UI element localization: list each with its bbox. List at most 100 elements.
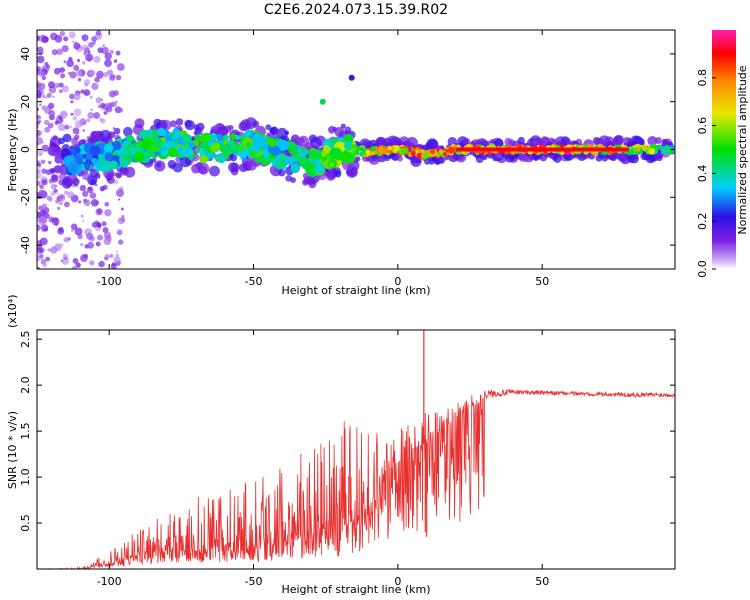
ridge-blob	[217, 154, 227, 164]
band-blob	[94, 173, 101, 180]
noise-blob	[89, 260, 95, 266]
ridge-blob	[104, 152, 113, 161]
noise-blob	[104, 202, 110, 207]
noise-blob	[73, 108, 82, 117]
ridge-blob	[85, 153, 94, 161]
band-blob	[492, 156, 498, 162]
noise-blob	[93, 112, 100, 119]
band-blob	[328, 126, 336, 134]
noise-blob	[82, 190, 89, 197]
band-blob	[630, 154, 639, 164]
band-blob	[645, 153, 656, 164]
ridge-line	[455, 147, 629, 152]
ridge-blob	[133, 151, 145, 163]
ridge-blob	[269, 140, 277, 147]
noise-blob	[91, 36, 97, 42]
ridge-blob	[629, 149, 635, 155]
noise-blob	[37, 266, 41, 269]
band-blob	[52, 174, 59, 181]
colorbar: 0.0 0.2 0.4 0.6 0.8 Normalized spectral ampl…	[696, 30, 749, 278]
noise-blob	[48, 110, 56, 117]
ridge-blob	[119, 158, 129, 168]
band-blob	[504, 137, 513, 146]
noise-blob	[90, 108, 93, 111]
noise-blob	[41, 168, 47, 174]
ridge-blob	[570, 150, 574, 155]
ridge-blob	[365, 149, 371, 156]
ridge-blob	[229, 144, 240, 154]
noise-blob	[37, 171, 42, 179]
noise-blob	[59, 110, 68, 119]
noise-blob	[102, 44, 105, 47]
noise-blob	[39, 103, 42, 106]
ridge-blob	[235, 134, 241, 141]
ridge-blob	[103, 143, 114, 154]
noise-blob	[46, 92, 52, 98]
noise-blob	[81, 34, 89, 42]
band-blob	[647, 136, 658, 146]
noise-blob	[95, 208, 103, 216]
noise-blob	[58, 200, 63, 206]
noise-blob	[101, 108, 104, 111]
ridge-blob	[666, 148, 671, 152]
ridge-blob	[246, 142, 251, 148]
x-tick-label: -50	[245, 575, 263, 588]
noise-blob	[72, 258, 79, 264]
ridge-blob	[438, 149, 444, 155]
noise-blob	[47, 248, 51, 252]
y-tick-label: 1.5	[19, 422, 32, 440]
noise-blob	[54, 120, 59, 125]
ridge-blob	[242, 137, 254, 149]
ridge-blob	[161, 149, 168, 156]
noise-blob	[54, 82, 60, 88]
band-blob	[543, 140, 549, 146]
ridge-blob	[359, 146, 365, 152]
x-tick-label: -100	[97, 275, 122, 288]
noise-blob	[82, 61, 86, 65]
spectrogram-panel: -100 -50 0 50 -40 -20 0 20 40 Height of straight…	[6, 29, 676, 297]
noise-blob	[89, 69, 96, 76]
noise-blob	[51, 49, 58, 56]
noise-blob	[96, 70, 104, 79]
noise-blob	[115, 74, 122, 81]
y-tick-label: 2.0	[19, 376, 32, 394]
noise-blob	[75, 120, 83, 128]
noise-blob	[55, 116, 60, 121]
spectrogram-x-axis-label: Height of straight line (km)	[281, 284, 430, 297]
band-blob	[113, 127, 121, 135]
noise-blob	[58, 82, 64, 88]
band-blob	[340, 123, 346, 129]
band-blob	[151, 157, 157, 163]
noise-blob	[37, 55, 45, 64]
noise-blob	[90, 199, 99, 207]
noise-blob	[96, 222, 102, 227]
band-blob	[462, 137, 471, 146]
x-tick-label: -100	[97, 575, 122, 588]
noise-blob	[46, 195, 52, 201]
noise-blob	[42, 94, 46, 98]
ridge-blob	[308, 149, 320, 161]
noise-blob	[82, 129, 85, 132]
snr-y-scale-label: (x10⁴)	[6, 295, 19, 329]
noise-blob	[57, 227, 65, 235]
ridge-blob	[298, 152, 304, 158]
noise-blob	[84, 92, 88, 95]
ridge-blob	[95, 166, 100, 172]
ridge-blob	[67, 162, 79, 174]
noise-blob	[40, 224, 49, 232]
band-blob	[334, 126, 345, 137]
noise-blob	[113, 59, 118, 63]
y-tick-label: 0	[19, 146, 32, 153]
noise-blob	[89, 192, 97, 199]
noise-blob	[103, 71, 109, 78]
ridge-blob	[421, 153, 425, 157]
band-blob	[334, 170, 342, 178]
noise-blob	[98, 104, 102, 109]
band-blob	[595, 154, 603, 162]
noise-blob	[69, 125, 73, 129]
noise-blob	[121, 215, 125, 218]
noise-blob	[44, 119, 50, 125]
noise-blob	[67, 237, 71, 241]
noise-blob	[82, 219, 85, 223]
